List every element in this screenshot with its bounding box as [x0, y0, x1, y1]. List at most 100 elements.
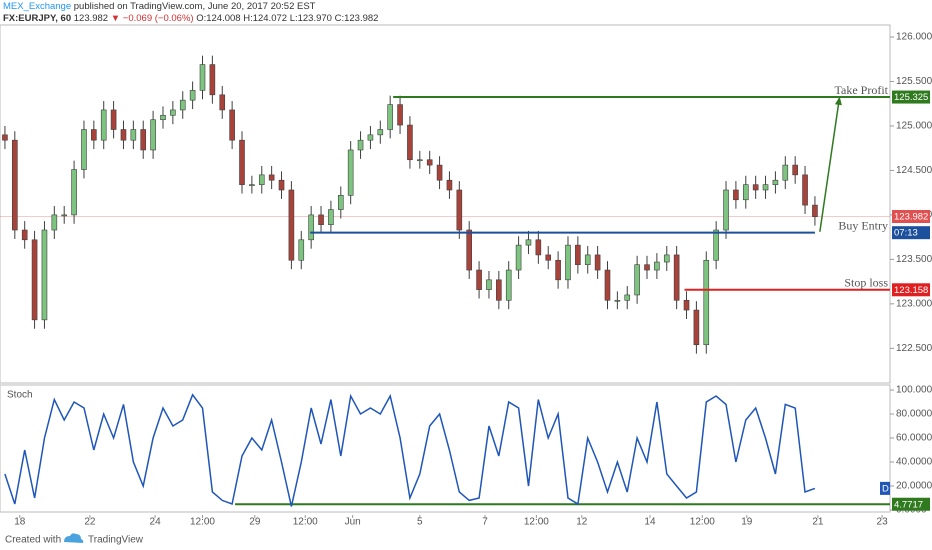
candle-body: [387, 104, 393, 130]
symbol: FX:EURJPY, 60: [3, 13, 74, 24]
x-tick-label: 19: [741, 517, 753, 528]
y-tick-label: 60.0000: [896, 433, 932, 444]
footer-brand[interactable]: TradingView: [88, 535, 144, 546]
candle-body: [535, 239, 542, 256]
candle-body: [644, 264, 650, 271]
candle-body: [318, 214, 324, 225]
y-tick-label: 124.500: [896, 165, 932, 176]
y-tick-label: 125.500: [896, 76, 932, 87]
candle-body: [278, 179, 285, 191]
candle-body: [140, 129, 147, 151]
candle-body: [476, 269, 482, 290]
x-tick-label: 12:00: [293, 517, 318, 528]
candle-body: [762, 184, 769, 191]
published: published on TradingView.com, June 20, 2…: [71, 1, 316, 12]
candle-body: [713, 229, 719, 261]
candle-body: [545, 254, 552, 261]
candle-body: [170, 109, 176, 116]
candle-body: [673, 254, 680, 301]
candle-body: [584, 254, 591, 266]
x-tick-label: 5: [417, 517, 423, 528]
candle-body: [347, 149, 354, 196]
candle-body: [555, 259, 561, 281]
candle-body: [466, 229, 473, 271]
candle-body: [209, 64, 216, 96]
candle-body: [624, 294, 631, 301]
candle-body: [249, 184, 255, 186]
candle-body: [426, 159, 433, 166]
candle-body: [614, 299, 621, 302]
candle-body: [703, 259, 710, 346]
candle-body: [328, 209, 334, 225]
ohlc: O:124.008 H:124.072 L:123.970 C:123.982: [196, 13, 378, 24]
x-tick-label: 14: [644, 517, 656, 528]
candle-body: [120, 129, 127, 141]
candle-body: [367, 134, 374, 141]
candle-body: [654, 261, 660, 271]
x-tick-label: 22: [84, 517, 96, 528]
stoch-level-box: [892, 497, 930, 511]
level-axis-box: [892, 226, 930, 240]
current-price-label: 123.982: [894, 212, 928, 223]
candle-body: [199, 64, 206, 91]
candle-body: [683, 299, 690, 311]
candle-body: [397, 104, 403, 126]
x-tick-label: 21: [812, 517, 824, 528]
candle-body: [21, 229, 28, 241]
y-tick-label: 126.000: [896, 32, 932, 43]
level-value-label: 123.158: [894, 285, 928, 296]
y-tick-label: 123.500: [896, 254, 932, 265]
candle-body: [298, 239, 305, 261]
candle-body: [812, 204, 818, 217]
candle-body: [792, 164, 798, 176]
candle-body: [337, 195, 344, 210]
candle-body: [308, 214, 314, 241]
candle-body: [752, 184, 759, 191]
stoch-panel: [0, 384, 891, 513]
stoch-title: Stoch: [7, 390, 33, 401]
brand-icon: [64, 533, 84, 543]
x-tick-label: 12: [576, 517, 588, 528]
candle-body: [505, 269, 512, 301]
price-panel: [0, 24, 891, 384]
candle-body: [61, 214, 68, 217]
candle-body: [446, 179, 453, 191]
publisher[interactable]: MEX_Exchange: [3, 1, 71, 12]
candle-body: [130, 129, 137, 141]
candle-body: [160, 114, 166, 121]
candle-body: [663, 254, 670, 263]
x-tick-label: 12:00: [690, 517, 715, 528]
level-value-box: [892, 90, 930, 104]
candle-body: [486, 279, 492, 290]
stoch-level-label: 4.7717: [894, 499, 923, 510]
candle-body: [604, 269, 611, 301]
candle-body: [229, 109, 235, 141]
y-tick-label: 20.0000: [896, 481, 932, 492]
candle-body: [742, 184, 749, 201]
candle-body: [31, 239, 38, 321]
candle-body: [515, 244, 522, 271]
x-tick-label: 12:00: [524, 517, 549, 528]
level-name: Buy Entry: [838, 218, 888, 232]
candle-body: [179, 99, 186, 111]
y-tick-label: 80.0000: [896, 409, 932, 420]
candle-body: [525, 239, 532, 246]
level-axis-label: 07:13: [894, 228, 918, 239]
candle-body: [575, 244, 581, 266]
level-value-box: [892, 283, 930, 297]
candle-body: [723, 189, 729, 231]
footer-created: Created with: [5, 535, 61, 546]
candle-body: [594, 254, 601, 271]
candle-body: [12, 139, 18, 231]
candle-body: [565, 244, 571, 281]
candle-body: [71, 169, 77, 216]
candle-body: [2, 134, 8, 141]
candle-body: [407, 124, 413, 161]
y-tick-label: 123.000: [896, 298, 932, 309]
x-tick-label: Jun: [345, 517, 361, 528]
candle-body: [41, 229, 48, 321]
candle-body: [239, 139, 245, 185]
y-tick-label: 125.000: [896, 121, 932, 132]
x-tick-label: 24: [150, 517, 162, 528]
candle-body: [81, 129, 87, 170]
